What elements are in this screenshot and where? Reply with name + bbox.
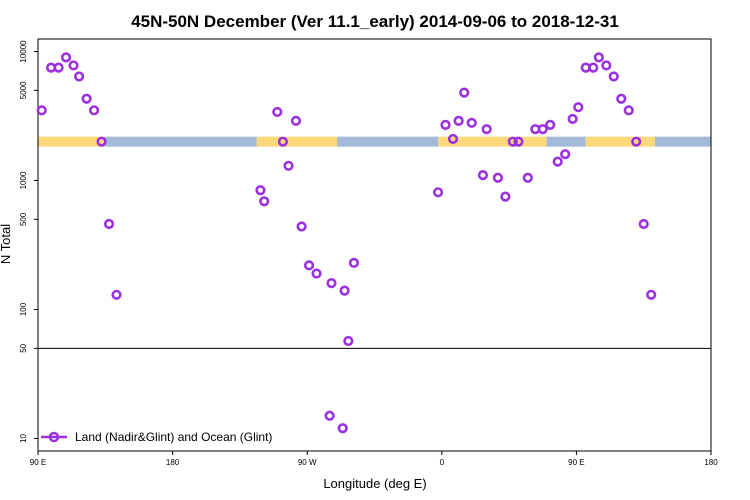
data-points (36, 52, 657, 434)
data-point (447, 133, 459, 145)
strip-segment-land (256, 136, 338, 147)
land-ocean-strip (38, 136, 711, 147)
strip-segment-ocean (654, 136, 711, 147)
data-point (477, 170, 489, 181)
data-point (537, 124, 548, 135)
data-point (74, 71, 85, 82)
data-point (432, 187, 444, 198)
data-point (277, 136, 288, 147)
x-tick-label: 90 W (298, 458, 317, 467)
data-point (303, 260, 315, 271)
data-point (348, 257, 360, 268)
data-point (481, 124, 492, 135)
data-point (103, 218, 115, 230)
strip-segment-land (438, 136, 547, 147)
data-point (601, 60, 612, 71)
data-point (567, 113, 578, 125)
data-point (466, 117, 477, 128)
data-point (638, 218, 649, 230)
strip-segment-land (38, 136, 106, 147)
y-tick-label: 100 (19, 302, 28, 316)
data-point (545, 119, 556, 130)
y-tick-label: 500 (19, 212, 28, 226)
legend: Land (Nadir&Glint) and Ocean (Glint) (41, 430, 272, 444)
y-axis: 10 50 100 500 1000 5000 10000 (19, 40, 38, 443)
data-point (326, 278, 337, 289)
data-point (36, 105, 47, 116)
data-point (440, 119, 451, 130)
data-point (290, 115, 302, 126)
x-tick-label: 90 E (30, 458, 46, 467)
data-point (272, 106, 283, 118)
data-point (522, 172, 533, 183)
strip-segment-ocean (105, 136, 257, 147)
x-tick-label: 180 (704, 458, 718, 467)
data-point (96, 136, 107, 147)
y-tick-label: 10 (19, 434, 28, 443)
data-point (492, 172, 503, 183)
x-tick-label: 0 (440, 458, 445, 467)
data-point (459, 87, 470, 98)
data-point (88, 105, 100, 116)
data-point (53, 62, 64, 73)
data-point (631, 136, 642, 147)
data-point (339, 285, 350, 296)
data-point (296, 221, 307, 232)
data-point (593, 52, 604, 63)
data-point (560, 149, 571, 160)
data-point (337, 423, 348, 434)
legend-label: Land (Nadir&Glint) and Ocean (Glint) (75, 430, 272, 444)
data-point (552, 156, 563, 167)
data-point (111, 289, 122, 300)
y-tick-label: 10000 (19, 40, 28, 63)
data-point (283, 160, 294, 171)
y-tick-label: 50 (19, 343, 28, 352)
data-point (81, 93, 92, 104)
data-point (255, 185, 266, 196)
data-point (588, 62, 599, 73)
data-point (608, 71, 619, 82)
data-point (324, 410, 335, 421)
data-point (259, 196, 270, 207)
strip-segment-ocean (546, 136, 586, 147)
strip-segment-land (585, 136, 655, 147)
data-point (507, 136, 518, 147)
data-point (573, 102, 584, 113)
data-point (311, 268, 322, 279)
data-point (500, 191, 511, 202)
data-point (616, 93, 627, 104)
y-axis-label: N Total (0, 224, 13, 264)
x-axis-label: Longitude (deg E) (323, 476, 426, 491)
data-point (343, 335, 354, 347)
data-point (60, 52, 72, 63)
data-point (453, 115, 464, 126)
data-point (646, 289, 657, 300)
plot-frame (37, 38, 712, 452)
data-point (623, 105, 634, 116)
x-tick-label: 90 E (568, 458, 584, 467)
x-tick-label: 180 (166, 458, 180, 467)
chart-title: 45N-50N December (Ver 11.1_early) 2014-0… (131, 12, 619, 31)
x-axis: 90 E 180 90 W 0 90 E 180 (30, 451, 718, 467)
legend-marker (48, 431, 60, 443)
y-tick-label: 5000 (19, 81, 28, 99)
strip-segment-ocean (337, 136, 439, 147)
y-tick-label: 1000 (19, 171, 28, 189)
data-point (513, 136, 524, 147)
data-point (68, 60, 79, 71)
